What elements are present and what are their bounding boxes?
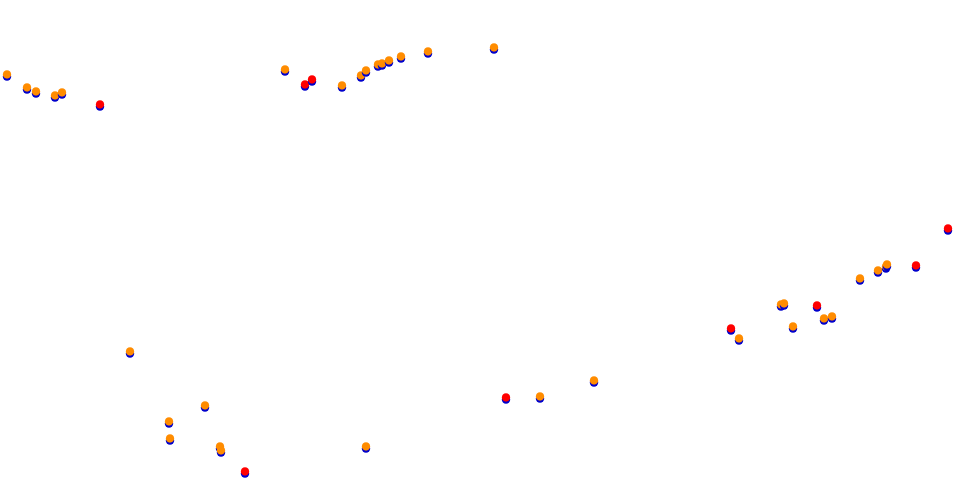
scatter-point (873, 266, 883, 277)
scatter-point-front (377, 59, 387, 68)
scatter-point (31, 87, 41, 98)
scatter-point-front (501, 393, 511, 402)
scatter-point-front (396, 52, 406, 61)
scatter-point-front (2, 70, 12, 79)
scatter-point-front (337, 81, 347, 90)
scatter-point (22, 83, 32, 94)
scatter-point (307, 75, 317, 86)
scatter-point-front (57, 88, 67, 97)
scatter-point-front (95, 100, 105, 109)
scatter-point-front (384, 56, 394, 65)
scatter-point-front (827, 312, 837, 321)
points-layer (2, 43, 953, 478)
scatter-point (423, 47, 433, 58)
scatter-point (812, 301, 822, 312)
scatter-point (361, 442, 371, 453)
scatter-point-front (240, 467, 250, 476)
scatter-point (125, 347, 135, 358)
scatter-point (50, 91, 60, 102)
scatter-point (911, 261, 921, 272)
scatter-point-front (873, 266, 883, 275)
scatter-point-front (307, 75, 317, 84)
scatter-point-front (779, 299, 789, 308)
scatter-point-front (50, 91, 60, 100)
scatter-point-front (788, 322, 798, 331)
scatter-point (361, 66, 371, 77)
scatter-point-front (819, 314, 829, 323)
scatter-point (819, 314, 829, 325)
scatter-point (280, 65, 290, 76)
scatter-point (300, 80, 310, 91)
scatter-point (827, 312, 837, 323)
scatter-point (734, 334, 744, 345)
scatter-point (384, 56, 394, 67)
scatter-point-front (31, 87, 41, 96)
scatter-point (377, 59, 387, 70)
scatter-point (216, 446, 226, 457)
scatter-point-front (911, 261, 921, 270)
scatter-point (95, 100, 105, 111)
scatter-point (943, 224, 953, 235)
scatter-point (165, 434, 175, 445)
scatter-point (2, 70, 12, 81)
scatter-point (589, 376, 599, 387)
scatter-point-front (423, 47, 433, 56)
scatter-point-front (300, 80, 310, 89)
scatter-point-front (734, 334, 744, 343)
scatter-point (855, 274, 865, 285)
scatter-point (337, 81, 347, 92)
scatter-point-front (200, 401, 210, 410)
scatter-point-front (361, 66, 371, 75)
scatter-point-front (125, 347, 135, 356)
scatter-point (726, 324, 736, 335)
scatter-point (788, 322, 798, 333)
scatter-point (535, 392, 545, 403)
scatter-point-front (535, 392, 545, 401)
scatter-point (489, 43, 499, 54)
scatter-point-front (589, 376, 599, 385)
scatter-point (779, 299, 789, 310)
scatter-point (200, 401, 210, 412)
scatter-point (57, 88, 67, 99)
scatter-point-front (855, 274, 865, 283)
scatter-point-front (726, 324, 736, 333)
scatter-point-front (216, 446, 226, 455)
scatter-point-front (943, 224, 953, 233)
scatter-point-front (361, 442, 371, 451)
scatter-point-front (882, 260, 892, 269)
scatter-point-front (164, 417, 174, 426)
scatter-point (501, 393, 511, 404)
scatter-point-front (165, 434, 175, 443)
scatter-point (164, 417, 174, 428)
scatter-point-front (22, 83, 32, 92)
scatter-point-front (280, 65, 290, 74)
scatter-point (240, 467, 250, 478)
scatter-point-front (489, 43, 499, 52)
scatter-point (882, 260, 892, 271)
scatter-point-front (812, 301, 822, 310)
scatter-point (396, 52, 406, 63)
